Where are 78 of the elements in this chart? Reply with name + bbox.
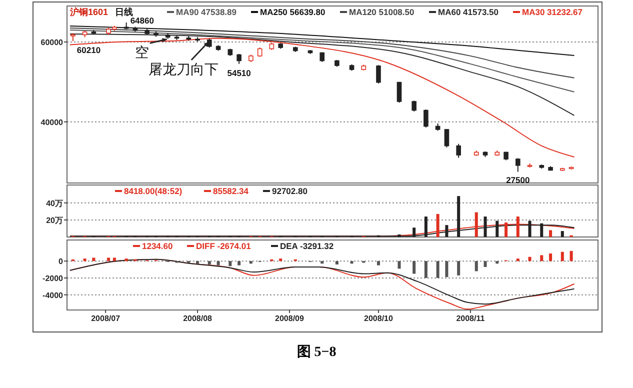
line-series bbox=[69, 29, 575, 92]
bar bbox=[540, 255, 544, 262]
bar bbox=[208, 261, 211, 264]
legend-label: MA30 31232.67 bbox=[522, 7, 583, 17]
bar bbox=[92, 258, 96, 262]
bar bbox=[249, 261, 252, 264]
legend-label: DEA -3291.32 bbox=[280, 241, 334, 251]
bar bbox=[376, 261, 380, 266]
y-tick-label: 40000 bbox=[40, 118, 64, 127]
legend-label: 1234.60 bbox=[142, 241, 173, 251]
bar bbox=[107, 258, 110, 262]
line-series bbox=[69, 25, 575, 56]
bar bbox=[124, 258, 128, 262]
caption: 图 5−8 bbox=[296, 344, 336, 360]
annotation: 空 bbox=[134, 44, 149, 60]
bar bbox=[112, 258, 116, 262]
bar bbox=[320, 261, 324, 264]
bar bbox=[549, 230, 552, 237]
bar bbox=[196, 261, 200, 264]
candlestick bbox=[456, 143, 461, 158]
annotation: 54510 bbox=[227, 68, 252, 78]
legend-label: 85582.34 bbox=[213, 186, 249, 196]
annotation: 屠龙刀向下 bbox=[148, 60, 218, 77]
bar bbox=[228, 261, 232, 266]
legend-label: MA60 41573.50 bbox=[438, 7, 499, 17]
x-tick-label: 2008/07 bbox=[91, 314, 121, 323]
y-tick-label: -2000 bbox=[42, 274, 64, 283]
bar bbox=[335, 261, 338, 264]
bar bbox=[516, 258, 520, 262]
bar bbox=[528, 256, 532, 262]
bar bbox=[496, 261, 499, 264]
chart-subtitle: 日线 bbox=[115, 7, 133, 17]
x-tick-label: 2008/08 bbox=[183, 314, 213, 323]
bar bbox=[484, 261, 487, 267]
y-tick-label: 0 bbox=[58, 257, 64, 266]
bar bbox=[279, 258, 282, 262]
annotation: 64860 bbox=[130, 16, 154, 26]
legend-label: MA120 51008.50 bbox=[349, 7, 414, 17]
line-series bbox=[69, 38, 575, 158]
bar bbox=[560, 252, 564, 262]
candlestick bbox=[424, 108, 428, 128]
bar bbox=[570, 250, 573, 262]
legend-label: 92702.80 bbox=[272, 186, 308, 196]
bar bbox=[457, 261, 460, 276]
candlestick bbox=[376, 64, 381, 84]
bar bbox=[238, 261, 241, 266]
chart-title: 沪铜1601 bbox=[69, 7, 108, 17]
x-tick-label: 2008/11 bbox=[456, 314, 486, 323]
bar bbox=[350, 261, 354, 264]
annotation: 27500 bbox=[506, 174, 530, 185]
legend-label: MA90 47538.89 bbox=[176, 7, 237, 17]
candlestick bbox=[412, 100, 416, 112]
bar bbox=[398, 261, 401, 269]
y-tick-label: 20万 bbox=[46, 216, 63, 225]
bar bbox=[474, 261, 478, 272]
line-series bbox=[69, 33, 575, 116]
bar bbox=[83, 258, 86, 262]
bar bbox=[412, 261, 416, 274]
candlestick bbox=[236, 53, 242, 64]
legend-label: DIFF -2674.01 bbox=[196, 241, 252, 251]
y-tick-label: 60000 bbox=[40, 38, 64, 47]
x-tick-label: 2008/10 bbox=[364, 314, 394, 323]
candlestick bbox=[444, 128, 450, 148]
candlestick bbox=[516, 158, 520, 172]
bar bbox=[424, 261, 428, 278]
bar bbox=[436, 261, 440, 278]
legend-label: MA250 56639.80 bbox=[260, 7, 326, 17]
annotation: 60210 bbox=[76, 45, 101, 56]
line-series bbox=[69, 27, 575, 78]
x-tick-label: 2008/09 bbox=[275, 314, 304, 323]
legend-label: 8418.00(48:52) bbox=[124, 186, 182, 196]
y-tick-label: 40万 bbox=[46, 198, 63, 208]
y-tick-label: -4000 bbox=[42, 290, 64, 300]
bar bbox=[445, 261, 448, 278]
bar bbox=[560, 231, 564, 237]
bar bbox=[549, 253, 552, 262]
candlestick bbox=[396, 81, 402, 104]
bar bbox=[216, 261, 220, 266]
